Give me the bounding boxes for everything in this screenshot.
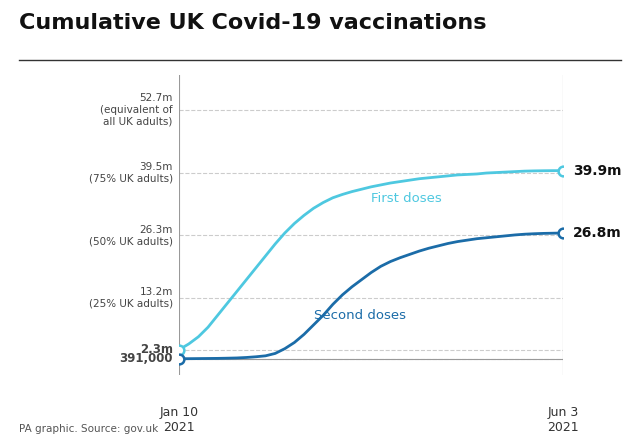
Text: 26.3m
(50% UK adults): 26.3m (50% UK adults) [89, 224, 173, 246]
Text: Cumulative UK Covid-19 vaccinations: Cumulative UK Covid-19 vaccinations [19, 13, 486, 33]
Text: 52.7m
(equivalent of
all UK adults): 52.7m (equivalent of all UK adults) [100, 93, 173, 126]
Text: 39.9m: 39.9m [573, 164, 621, 178]
Text: Jun 3
2021: Jun 3 2021 [547, 406, 579, 434]
Text: 26.8m: 26.8m [573, 226, 621, 240]
Text: 39.5m
(75% UK adults): 39.5m (75% UK adults) [89, 162, 173, 183]
Text: 2.3m: 2.3m [140, 343, 173, 356]
Text: 391,000: 391,000 [119, 352, 173, 365]
Text: Second doses: Second doses [314, 309, 406, 322]
Text: Jan 10
2021: Jan 10 2021 [159, 406, 199, 434]
Text: 13.2m
(25% UK adults): 13.2m (25% UK adults) [89, 287, 173, 309]
Text: PA graphic. Source: gov.uk: PA graphic. Source: gov.uk [19, 424, 159, 434]
Text: First doses: First doses [371, 192, 442, 205]
